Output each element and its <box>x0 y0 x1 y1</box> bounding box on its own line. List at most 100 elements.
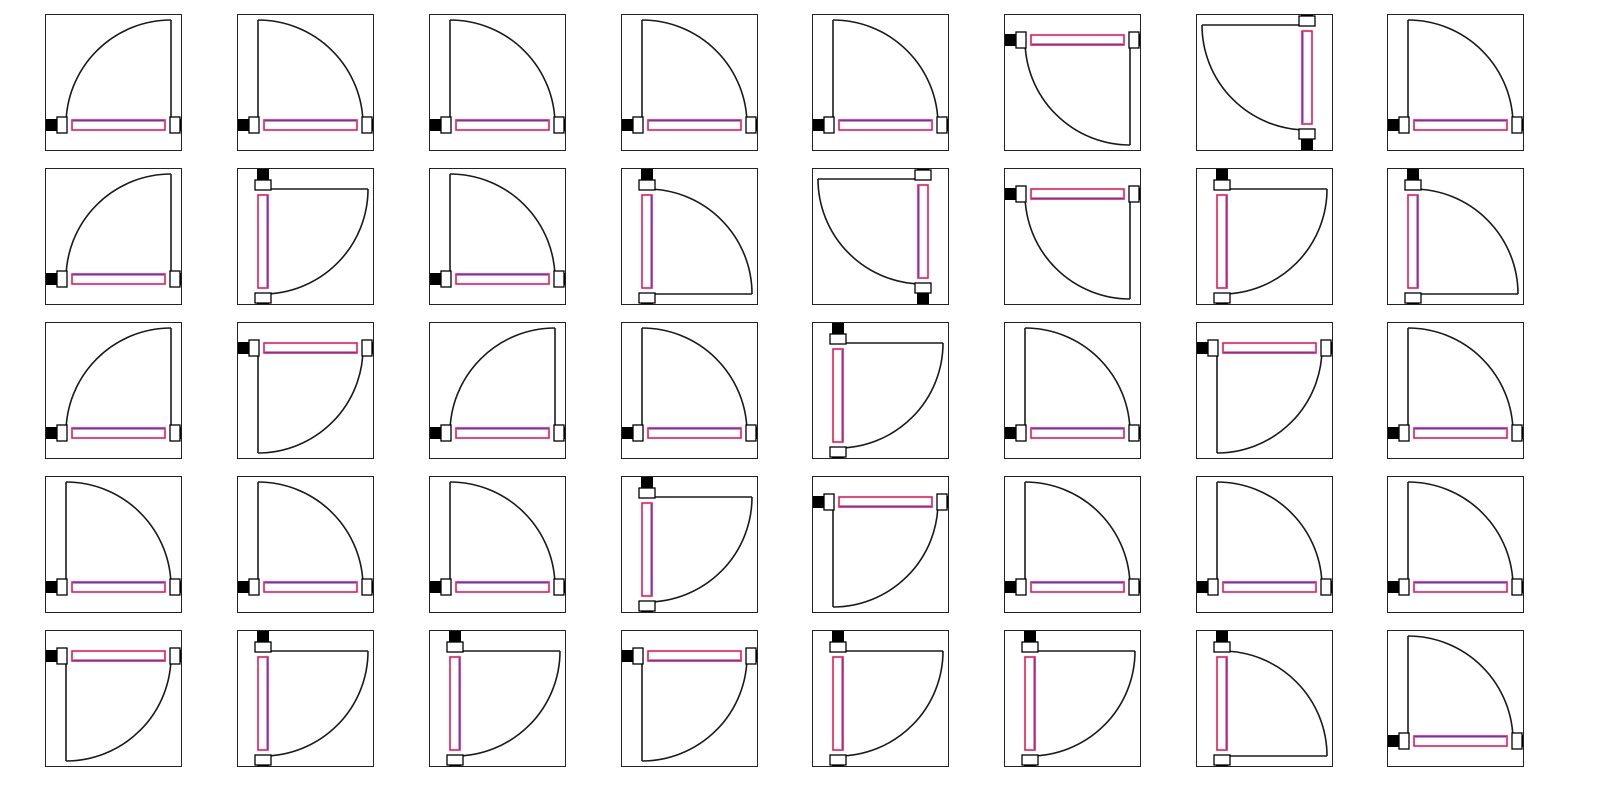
door-panel <box>71 427 166 439</box>
door-jamb <box>1021 641 1039 653</box>
door-symbol-tile <box>1196 168 1333 305</box>
swing-arc <box>449 173 556 280</box>
door-jamb <box>823 493 835 511</box>
door-jamb <box>829 333 847 345</box>
door-jamb <box>248 578 260 596</box>
door-panel <box>455 427 550 439</box>
wall-stub <box>46 650 58 662</box>
swing-arc <box>1221 650 1328 757</box>
door-panel <box>1030 581 1125 593</box>
swing-arc <box>257 347 364 454</box>
swing-arc <box>1024 39 1131 146</box>
door-symbol-group <box>1197 481 1332 596</box>
door-symbol-tile <box>45 630 182 767</box>
door-panel <box>455 581 550 593</box>
door-jamb <box>745 116 757 134</box>
wall-stub <box>641 169 653 181</box>
door-symbol-tile <box>621 476 758 613</box>
door-symbol-group <box>622 647 757 762</box>
swing-arc <box>641 327 748 434</box>
door-symbol-group <box>46 173 181 288</box>
door-panel <box>1301 30 1313 125</box>
door-jamb <box>745 424 757 442</box>
door-panel <box>1222 342 1317 354</box>
door-jamb <box>446 641 464 653</box>
swing-arc <box>837 650 944 757</box>
door-jamb <box>1213 179 1231 191</box>
door-jamb <box>361 578 373 596</box>
swing-arc <box>817 178 924 285</box>
door-jamb <box>1015 578 1027 596</box>
door-symbol-tile <box>45 322 182 459</box>
door-symbol-tile <box>1196 14 1333 151</box>
door-swing-icon <box>813 19 948 134</box>
wall-stub <box>641 477 653 489</box>
door-swing-icon <box>46 481 181 596</box>
door-panel <box>449 656 461 751</box>
wall-stub <box>1005 581 1017 593</box>
swing-arc <box>65 173 172 280</box>
door-jamb <box>1398 116 1410 134</box>
door-symbol-tile <box>812 630 949 767</box>
wall-stub <box>430 427 442 439</box>
door-jamb <box>248 339 260 357</box>
door-jamb <box>440 116 452 134</box>
wall-stub <box>46 273 58 285</box>
swing-arc <box>65 327 172 434</box>
door-symbol-tile <box>1004 476 1141 613</box>
door-symbol-group <box>813 493 948 608</box>
wall-stub <box>622 119 634 131</box>
door-jamb <box>56 578 68 596</box>
door-swing-icon <box>446 631 561 766</box>
door-panel <box>647 119 742 131</box>
door-symbol-group <box>829 323 944 458</box>
swing-arc <box>1216 347 1323 454</box>
door-panel <box>1222 581 1317 593</box>
door-panel <box>1024 656 1036 751</box>
door-panel <box>71 273 166 285</box>
door-jamb <box>169 270 181 288</box>
door-jamb <box>823 116 835 134</box>
door-panel <box>1413 119 1508 131</box>
door-symbol-group <box>238 481 373 596</box>
door-jamb <box>446 754 464 766</box>
door-jamb <box>1298 15 1316 27</box>
door-symbol-group <box>1005 481 1140 596</box>
door-jamb <box>829 446 847 458</box>
door-symbol-tile <box>45 476 182 613</box>
door-swing-icon <box>1388 19 1523 134</box>
door-symbol-tile <box>237 322 374 459</box>
door-jamb <box>1213 292 1231 304</box>
swing-arc <box>1407 327 1514 434</box>
wall-stub <box>832 323 844 335</box>
door-swing-icon <box>1005 327 1140 442</box>
door-symbol-tile <box>429 476 566 613</box>
swing-arc <box>449 327 556 434</box>
door-symbol-group <box>254 169 369 304</box>
door-jamb <box>1015 424 1027 442</box>
door-swing-icon <box>1213 169 1328 304</box>
door-swing-icon <box>813 493 948 608</box>
door-panel <box>917 184 929 279</box>
swing-arc <box>449 481 556 588</box>
door-panel <box>455 119 550 131</box>
door-symbol-group <box>238 339 373 454</box>
door-panel <box>1216 656 1228 751</box>
door-symbol-tile <box>237 14 374 151</box>
door-symbol-tile <box>1387 630 1524 767</box>
door-jamb <box>936 493 948 511</box>
wall-stub <box>46 119 58 131</box>
swing-arc <box>262 188 369 295</box>
door-jamb <box>638 600 656 612</box>
door-panel <box>832 656 844 751</box>
door-swing-icon <box>1197 339 1332 454</box>
door-jamb <box>1015 31 1027 49</box>
door-symbol-group <box>1388 481 1523 596</box>
door-symbol-group <box>1213 169 1328 304</box>
wall-stub <box>1216 169 1228 181</box>
door-panel <box>1407 194 1419 289</box>
swing-arc <box>257 481 364 588</box>
door-jamb <box>632 116 644 134</box>
wall-stub <box>1388 427 1400 439</box>
